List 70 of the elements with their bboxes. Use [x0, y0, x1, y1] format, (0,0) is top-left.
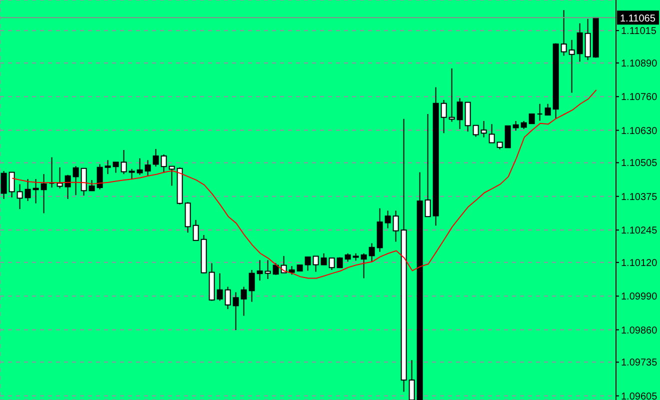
y-tick-label: 1.10245: [621, 226, 658, 237]
candlestick: [512, 120, 519, 132]
candlestick: [64, 174, 71, 200]
y-tick-label: 1.10505: [621, 158, 658, 170]
y-tick-label: 1.10760: [621, 92, 658, 104]
candlestick: [32, 178, 39, 204]
candlestick: [128, 168, 135, 180]
candlestick: [528, 113, 535, 124]
candlestick: [480, 120, 487, 138]
y-tick-label: 1.09605: [621, 391, 658, 400]
candlestick: [184, 202, 191, 234]
candlestick: [152, 148, 159, 168]
candlestick: [256, 260, 263, 282]
candlestick: [536, 103, 543, 122]
y-tick-label: 1.09860: [621, 325, 658, 336]
candlestick: [248, 269, 255, 302]
candlestick: [40, 174, 47, 214]
candlestick: [448, 68, 455, 122]
candlestick: [576, 22, 583, 62]
candlestick: [304, 256, 311, 272]
candlestick: [232, 292, 239, 331]
candlestick: [160, 154, 167, 174]
y-tick-label: 1.09735: [621, 358, 658, 369]
candlestick: [360, 252, 367, 279]
candlestick: [104, 160, 111, 175]
candlestick: [392, 210, 399, 242]
candlestick: [168, 166, 175, 186]
candlestick: [320, 252, 327, 266]
y-tick-label: 1.10630: [621, 126, 658, 137]
candlestick: [136, 158, 143, 176]
y-tick-label: 1.09990: [621, 292, 658, 303]
candlestick: [16, 184, 23, 210]
candlestick: [472, 124, 479, 138]
candlestick: [112, 162, 119, 174]
candlestick: [456, 98, 463, 130]
y-tick-label: 1.10375: [621, 192, 658, 203]
y-tick-label: 1.11015: [621, 26, 657, 38]
candlestick: [464, 102, 471, 132]
candlestick: [80, 168, 87, 196]
candlestick: [8, 172, 15, 198]
candlestick: [224, 286, 231, 310]
candlestick: [384, 210, 391, 229]
candlestick: [56, 166, 63, 189]
candlestick: [120, 150, 127, 175]
candlestick: [568, 39, 575, 94]
ref-line-label: 1.11065: [620, 14, 656, 25]
candlestick: [24, 178, 31, 202]
candlestick: [144, 160, 151, 176]
candlestick: [272, 262, 279, 276]
candlestick: [488, 124, 495, 144]
y-tick-label: 1.10120: [621, 258, 658, 269]
candlestick: [408, 360, 415, 400]
candlestick: [240, 286, 247, 316]
candlestick: [72, 166, 79, 196]
candlestick: [192, 219, 199, 241]
candlestick: [88, 180, 95, 192]
candlestick: [216, 272, 223, 302]
candlestick: [264, 260, 271, 280]
candlestick: [440, 100, 447, 134]
candlestick: [560, 10, 567, 56]
candlestick: [544, 103, 551, 116]
candlestick: [312, 256, 319, 272]
candlestick: [0, 170, 7, 200]
candlestick: [96, 164, 103, 190]
y-tick-label: 1.10890: [621, 58, 658, 70]
candlestick: [368, 242, 375, 262]
candlestick: [584, 18, 591, 61]
candlestick: [328, 258, 335, 270]
candlestick: [504, 125, 511, 148]
candlestick: [424, 113, 431, 218]
